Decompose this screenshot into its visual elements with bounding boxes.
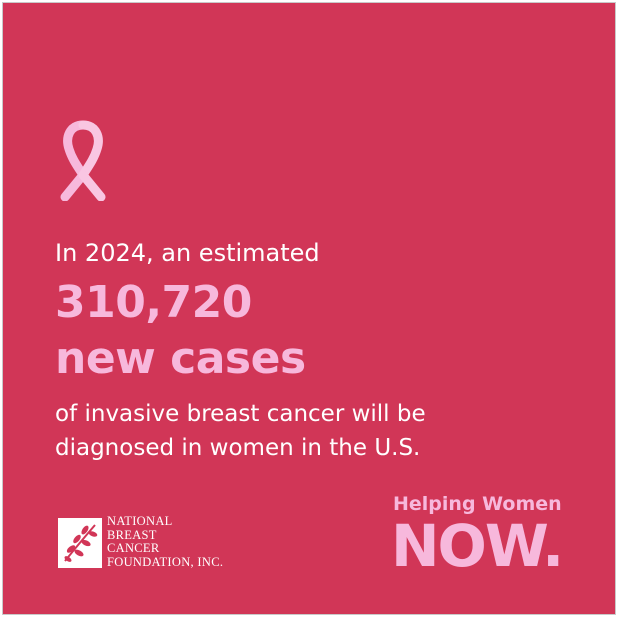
foundation-logo: NATIONAL BREAST CANCER FOUNDATION, INC.	[57, 514, 257, 573]
case-unit: new cases	[55, 333, 306, 384]
intro-text: In 2024, an estimated	[55, 239, 320, 267]
tagline-now: NOW.	[391, 512, 564, 580]
description-line-2: diagnosed in women in the U.S.	[55, 435, 421, 461]
description-text: of invasive breast cancer will be diagno…	[55, 397, 426, 465]
foundation-name-line-1: NATIONAL	[107, 514, 173, 528]
description-line-1: of invasive breast cancer will be	[55, 401, 426, 427]
case-count: 310,720	[55, 277, 252, 328]
foundation-name-line-4: FOUNDATION, INC.	[107, 554, 224, 569]
foundation-name-line-2: BREAST	[107, 527, 157, 542]
foundation-name: NATIONAL BREAST CANCER FOUNDATION, INC.	[107, 514, 224, 569]
nbcf-logo-icon	[58, 518, 102, 568]
pink-ribbon-icon	[60, 120, 106, 201]
tagline-top: Helping Women	[393, 493, 562, 515]
foundation-name-line-3: CANCER	[107, 541, 160, 555]
